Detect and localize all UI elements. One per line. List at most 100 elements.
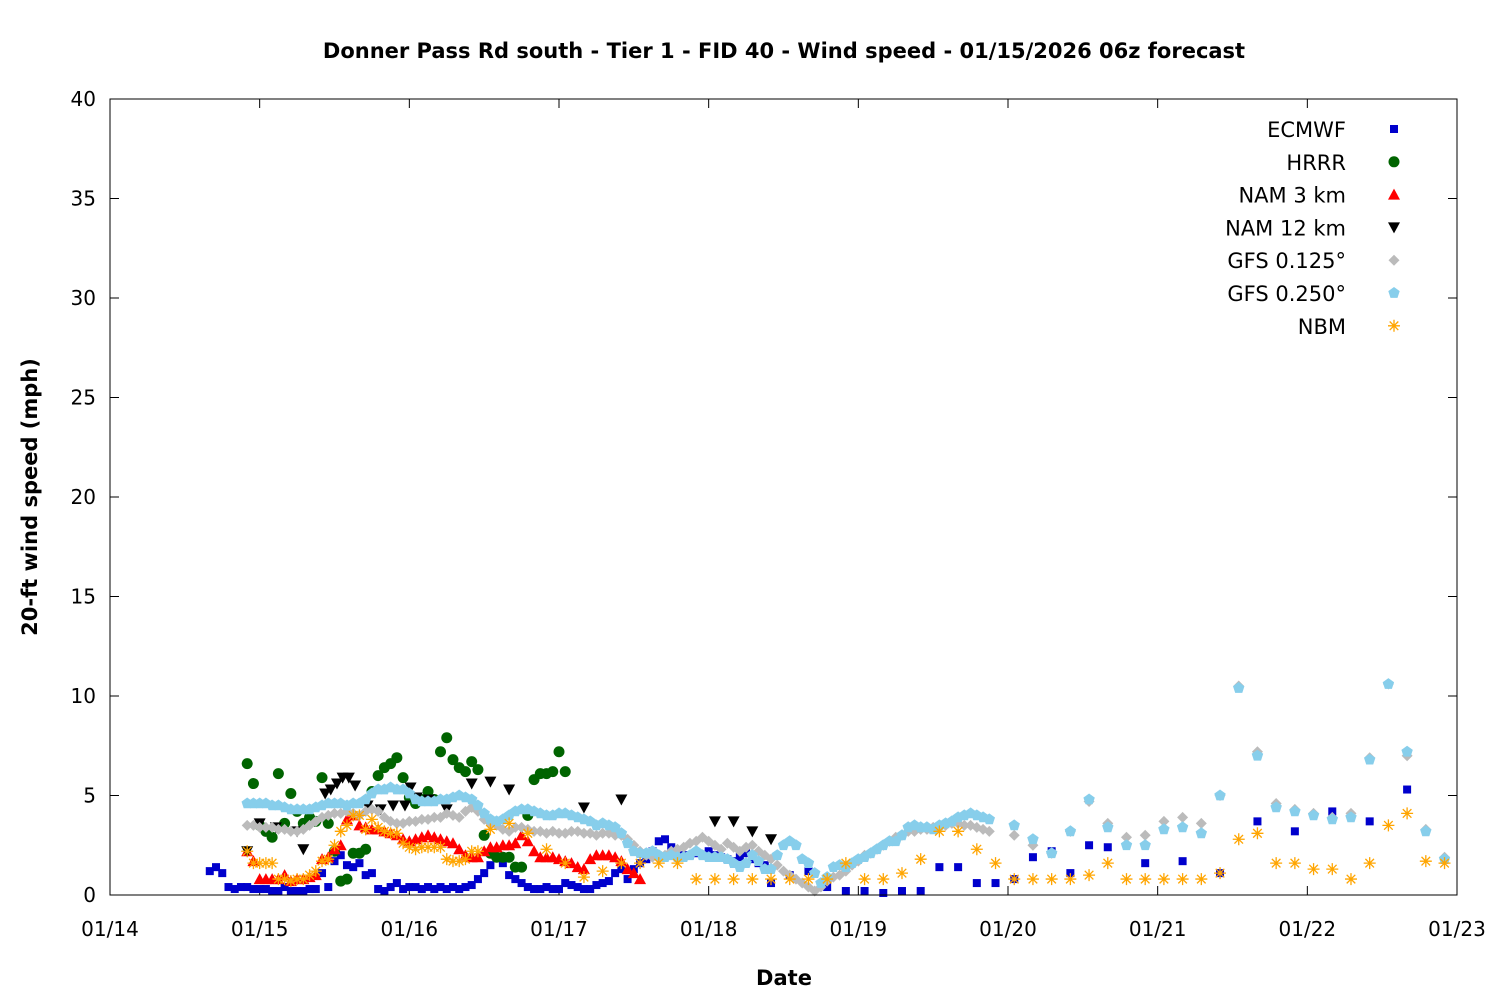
data-point-gfs-0-250	[746, 849, 758, 861]
data-point-ecmwf	[536, 885, 545, 894]
data-point-nbm	[634, 857, 647, 870]
data-point-hrrr	[391, 752, 403, 764]
data-point-ecmwf	[1103, 843, 1112, 852]
data-point-ecmwf	[804, 867, 813, 876]
data-point-nbm	[297, 873, 310, 886]
data-point-ecmwf	[367, 869, 376, 878]
data-point-nbm	[247, 857, 260, 870]
data-point-nbm	[783, 873, 796, 886]
data-point-hrrr	[553, 746, 565, 758]
data-point-ecmwf	[442, 885, 451, 894]
data-point-gfs-0-250	[1195, 827, 1207, 839]
data-point-nbm	[1363, 857, 1376, 870]
data-point-ecmwf	[1178, 857, 1187, 866]
data-point-nam-12-km	[319, 788, 332, 800]
data-point-ecmwf	[604, 877, 613, 886]
data-point-nbm	[465, 845, 478, 858]
y-tick-label: 20	[71, 485, 96, 509]
series-nbm	[241, 807, 1451, 888]
x-tick-label: 01/19	[830, 917, 888, 941]
data-point-ecmwf	[661, 835, 670, 844]
legend-label-nam-3-km: NAM 3 km	[1238, 184, 1346, 208]
data-point-nbm	[1270, 857, 1283, 870]
data-point-ecmwf	[399, 885, 408, 894]
x-tick-label: 01/14	[81, 917, 139, 941]
data-point-gfs-0-250	[615, 827, 628, 839]
data-point-nbm	[1008, 873, 1021, 886]
y-axis-label: 20-ft wind speed (mph)	[18, 358, 42, 636]
data-point-ecmwf	[542, 883, 551, 892]
x-tick-label: 01/20	[979, 917, 1037, 941]
x-tick-label: 01/17	[530, 917, 588, 941]
data-point-nbm	[347, 809, 360, 822]
data-point-nbm	[428, 841, 441, 854]
data-point-nbm	[1176, 873, 1189, 886]
data-point-gfs-0-250	[478, 807, 490, 819]
data-point-nbm	[1045, 873, 1058, 886]
data-point-nam-12-km	[746, 826, 759, 838]
data-point-nbm	[334, 825, 347, 838]
data-point-nam-12-km	[297, 844, 310, 856]
data-point-gfs-0-250	[1307, 809, 1320, 821]
data-point-ecmwf	[386, 883, 395, 892]
data-point-ecmwf	[218, 869, 227, 878]
data-point-nbm	[253, 857, 266, 870]
data-point-ecmwf	[293, 887, 302, 896]
data-point-nam-12-km	[708, 816, 721, 828]
data-point-ecmwf	[1365, 817, 1374, 826]
x-tick-label: 01/22	[1279, 917, 1337, 941]
data-point-nbm	[284, 875, 297, 888]
data-point-ecmwf	[654, 837, 663, 846]
data-point-gfs-0-250	[983, 813, 995, 825]
legend-marker-nam-3-km	[1388, 188, 1400, 200]
data-point-ecmwf	[261, 885, 270, 894]
data-point-ecmwf	[1253, 817, 1262, 826]
data-point-nbm	[989, 857, 1002, 870]
x-tick-label: 01/16	[381, 917, 439, 941]
y-tick-label: 25	[71, 386, 96, 410]
data-point-nbm	[322, 853, 335, 866]
data-point-hrrr	[322, 817, 334, 829]
data-point-nbm	[440, 853, 453, 866]
data-point-gfs-0-125	[260, 821, 272, 833]
data-point-nbm	[559, 857, 572, 870]
data-point-nam-3-km	[478, 845, 491, 857]
data-point-ecmwf	[623, 875, 632, 884]
data-point-nbm	[359, 823, 372, 836]
data-point-ecmwf	[505, 871, 514, 880]
data-point-hrrr	[279, 817, 291, 829]
data-point-nbm	[266, 857, 279, 870]
data-point-ecmwf	[424, 883, 433, 892]
data-point-nbm	[821, 873, 834, 886]
data-point-nam-12-km	[727, 816, 740, 828]
data-point-nam-3-km	[528, 845, 541, 857]
data-point-nbm	[652, 857, 665, 870]
data-point-nam-12-km	[398, 800, 411, 812]
data-point-gfs-0-250	[1102, 821, 1114, 833]
data-point-ecmwf	[1141, 859, 1150, 868]
data-point-nam-3-km	[446, 837, 459, 849]
data-point-nbm	[1251, 827, 1264, 840]
x-tick-label: 01/21	[1129, 917, 1187, 941]
data-point-gfs-0-125	[528, 825, 540, 837]
data-point-gfs-0-125	[416, 813, 428, 825]
data-point-gfs-0-125	[285, 825, 297, 837]
data-point-ecmwf	[380, 887, 389, 896]
data-point-ecmwf	[274, 887, 283, 896]
data-point-nbm	[459, 853, 472, 866]
data-point-hrrr	[422, 786, 434, 798]
data-point-nbm	[1419, 855, 1432, 868]
data-point-nam-3-km	[577, 863, 590, 875]
data-point-hrrr	[360, 843, 372, 855]
data-point-nbm	[353, 809, 366, 822]
data-point-ecmwf	[349, 863, 358, 872]
data-point-nbm	[765, 873, 778, 886]
legend-label-hrrr: HRRR	[1286, 151, 1346, 175]
data-point-nbm	[1232, 833, 1245, 846]
data-point-ecmwf	[336, 851, 345, 860]
data-point-nbm	[708, 873, 721, 886]
data-point-ecmwf	[205, 867, 214, 876]
legend-marker-nam-12-km	[1388, 222, 1400, 234]
x-tick-label: 01/18	[680, 917, 738, 941]
data-point-nbm	[453, 855, 466, 868]
